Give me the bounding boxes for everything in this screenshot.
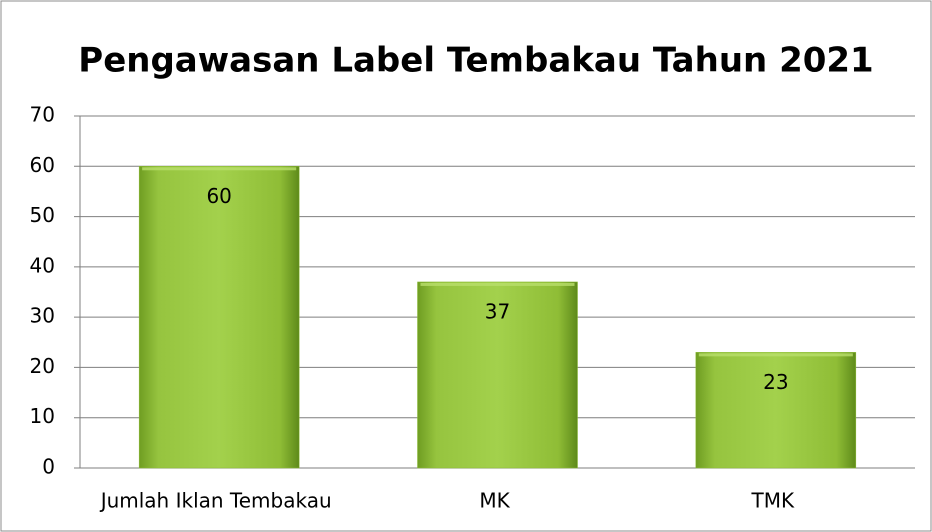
x-tick-label: Jumlah Iklan Tembakau <box>99 489 332 513</box>
x-tick-label: TMK <box>751 489 795 513</box>
bar <box>695 352 857 469</box>
bar <box>138 166 300 469</box>
data-label: 60 <box>206 184 231 208</box>
data-label: 37 <box>485 299 510 323</box>
y-tick-label: 50 <box>30 203 55 227</box>
y-tick-label: 30 <box>30 304 55 328</box>
x-tick-label: MK <box>479 489 510 513</box>
bar <box>417 281 578 469</box>
y-tick-label: 60 <box>30 153 55 177</box>
y-tick-label: 0 <box>42 455 55 479</box>
y-tick-label: 40 <box>30 253 55 277</box>
y-tick-label: 70 <box>30 103 55 127</box>
bar-bevel <box>698 353 853 357</box>
y-tick-label: 20 <box>30 354 55 378</box>
bar-bevel <box>142 167 297 171</box>
data-label: 23 <box>763 370 788 394</box>
y-tick-label: 10 <box>30 404 55 428</box>
chart-title: Pengawasan Label Tembakau Tahun 2021 <box>78 41 873 81</box>
bar-bevel <box>420 282 575 286</box>
